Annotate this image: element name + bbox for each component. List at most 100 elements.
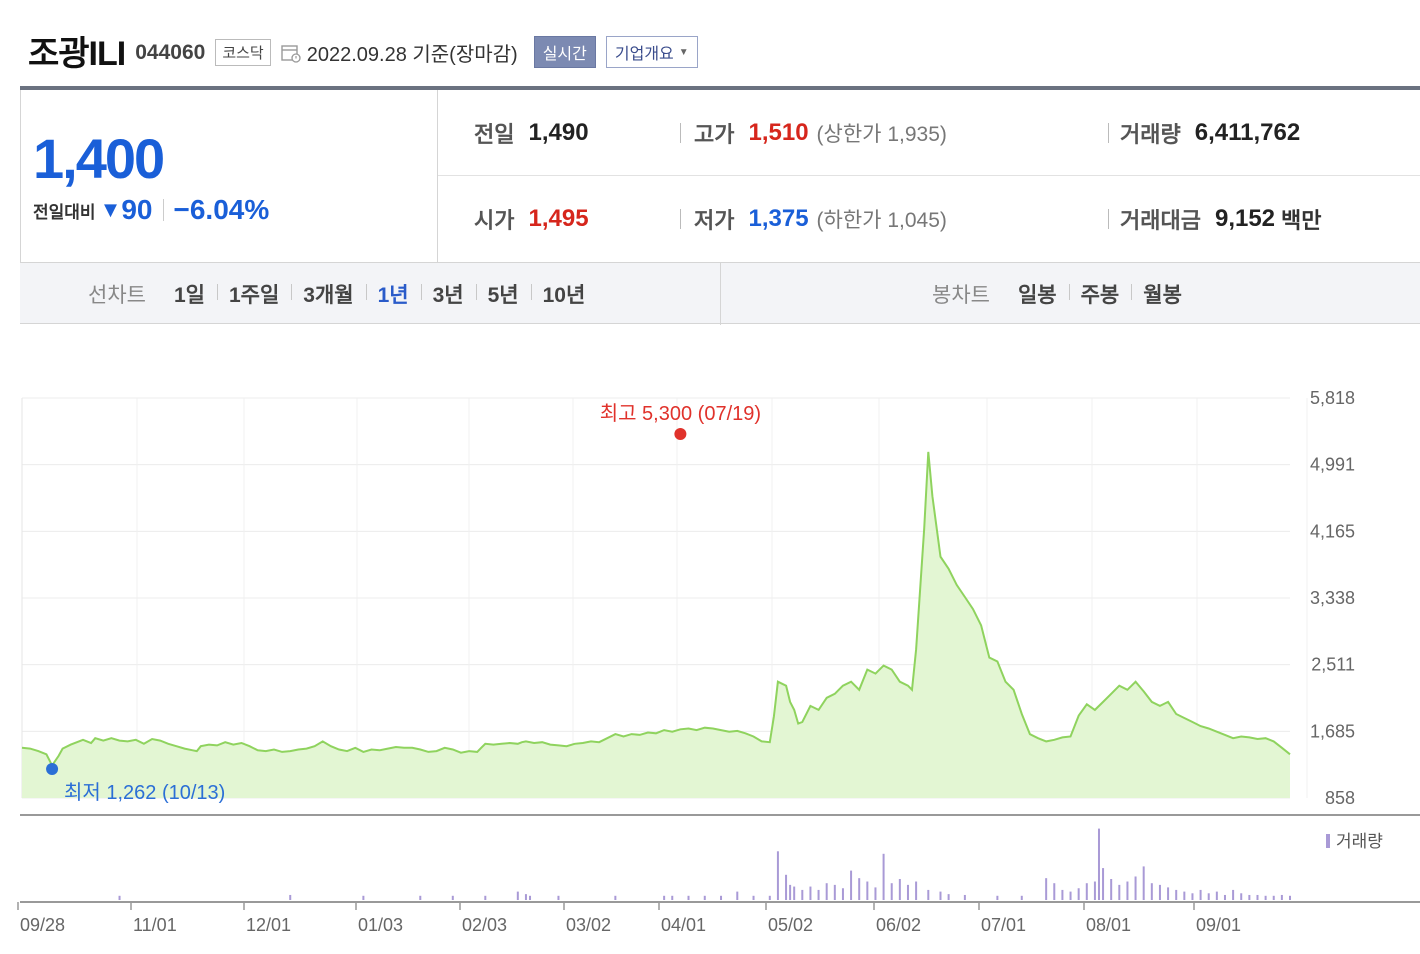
volume-bar [362, 895, 365, 900]
x-tick-label: 09/01 [1196, 915, 1241, 935]
volume-bar [825, 883, 828, 900]
stat-separator [1108, 209, 1109, 229]
volume-bar [1045, 878, 1048, 900]
tab-monthly[interactable]: 월봉 [1131, 279, 1194, 309]
volume-bar [1223, 894, 1226, 900]
volume-bar [801, 889, 804, 900]
stat-amount: 거래대금 9,152 백만 [1120, 176, 1322, 262]
stat-amount-value: 9,152 [1214, 205, 1276, 232]
volume-bar [1020, 895, 1023, 900]
x-tick-label: 05/02 [768, 915, 813, 935]
stat-prev-value: 1,490 [528, 119, 589, 146]
stat-volume-label: 거래량 [1120, 122, 1181, 147]
volume-bar [915, 881, 918, 900]
volume-bar [768, 895, 771, 900]
volume-bar [524, 894, 527, 900]
volume-bar [720, 895, 723, 900]
realtime-button[interactable]: 실시간 [533, 36, 596, 68]
volume-bar [1232, 889, 1235, 900]
tab-1y[interactable]: 1년 [365, 279, 421, 309]
x-tick-label: 06/02 [876, 915, 921, 935]
stat-low-value: 1,375 [748, 205, 809, 232]
volume-bar [1126, 881, 1129, 900]
tab-3m[interactable]: 3개월 [291, 279, 365, 309]
volume-bar [906, 884, 909, 900]
price-change: 전일대비 ▼ 90 −6.04% [33, 194, 269, 226]
volume-bar [289, 894, 292, 900]
corp-info-dropdown[interactable]: 기업개요 ▼ [605, 36, 698, 68]
x-tick-label: 12/01 [246, 915, 291, 935]
tab-weekly[interactable]: 주봉 [1068, 279, 1132, 309]
volume-bar [963, 894, 966, 900]
volume-bar [1183, 891, 1186, 900]
volume-bar [557, 895, 560, 900]
max-annotation: 최고 5,300 (07/19) [600, 402, 761, 425]
stat-open: 시가 1,495 [474, 176, 589, 262]
volume-bar [484, 895, 487, 900]
stat-lower-limit: (하한가 1,045) [816, 209, 947, 232]
tab-1d[interactable]: 1일 [173, 284, 205, 307]
volume-bar [1134, 876, 1137, 900]
volume-bar [118, 895, 121, 900]
volume-bar [1167, 887, 1170, 900]
price-box: 1,400 전일대비 ▼ 90 −6.04% [20, 90, 438, 262]
x-tick-label: 03/02 [566, 915, 611, 935]
volume-bar [785, 874, 788, 900]
volume-bar [858, 878, 861, 900]
volume-bar [1175, 889, 1178, 900]
stat-separator [680, 209, 681, 229]
volume-bar [866, 881, 869, 900]
stat-low: 저가 1,375 (하한가 1,045) [694, 176, 947, 262]
corp-info-label: 기업개요 [614, 46, 674, 63]
stat-high-label: 고가 [694, 122, 735, 147]
volume-bar [939, 891, 942, 900]
stat-upper-limit: (상한가 1,935) [816, 123, 947, 146]
base-date: 2022.09.28 기준(장마감) [306, 43, 518, 66]
y-tick-label: 3,338 [1310, 588, 1355, 608]
volume-bar [1118, 884, 1121, 900]
candle-chart-label: 봉차트 [932, 284, 990, 307]
stat-amount-unit: 백만 [1281, 208, 1322, 233]
y-tick-label: 1,685 [1310, 721, 1355, 741]
volume-bar [663, 895, 666, 900]
stat-volume-value: 6,411,762 [1194, 119, 1301, 146]
min-annotation: 최저 1,262 (10/13) [64, 781, 225, 804]
x-tick-label: 11/01 [133, 915, 177, 935]
x-tick-label: 04/01 [661, 915, 706, 935]
volume-bar [817, 889, 820, 900]
market-badge: 코스닥 [215, 38, 271, 66]
x-tick-label: 09/28 [20, 915, 65, 935]
change-value: 90 [121, 194, 153, 225]
volume-bar [882, 853, 885, 900]
volume-bar [614, 895, 617, 900]
volume-bar [1280, 894, 1283, 900]
volume-bar [1199, 889, 1202, 900]
volume-bar [833, 884, 836, 900]
stat-prev-label: 전일 [474, 122, 515, 147]
stat-high-value: 1,510 [748, 119, 809, 146]
change-percent: −6.04% [173, 194, 270, 225]
tab-10y[interactable]: 10년 [530, 279, 598, 309]
tab-5y[interactable]: 5년 [475, 279, 531, 309]
y-tick-label: 858 [1325, 788, 1355, 808]
stat-amount-label: 거래대금 [1120, 208, 1201, 233]
stats-row-2: 시가 1,495 저가 1,375 (하한가 1,045) 거래대금 9,152… [438, 176, 1420, 262]
volume-bar [850, 870, 853, 900]
tab-3y[interactable]: 3년 [420, 279, 476, 309]
stock-code: 044060 [135, 41, 206, 64]
price-stats: 전일 1,490 고가 1,510 (상한가 1,935) 거래량 6,411,… [438, 90, 1420, 262]
volume-bar [789, 884, 792, 900]
volume-bar [1289, 895, 1291, 900]
volume-bar [841, 888, 844, 900]
volume-bar [687, 895, 690, 900]
min-point-marker [46, 763, 59, 775]
tab-1w[interactable]: 1주일 [216, 279, 291, 309]
volume-bar [776, 851, 779, 900]
volume-bar [752, 895, 755, 900]
x-tick-label: 02/03 [462, 915, 507, 935]
volume-legend-swatch [1326, 834, 1330, 848]
top-divider [20, 86, 1420, 90]
tab-daily[interactable]: 일봉 [1017, 284, 1057, 307]
line-chart-label: 선차트 [88, 284, 146, 307]
stat-open-label: 시가 [474, 208, 515, 233]
